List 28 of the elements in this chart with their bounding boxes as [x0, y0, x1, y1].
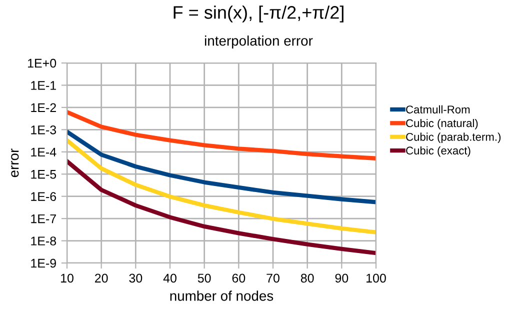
- legend-label: Cubic (natural): [406, 118, 478, 130]
- legend-label: Cubic (exact): [406, 146, 470, 157]
- y-tick-label: 1E+0: [28, 58, 56, 68]
- y-tick-label: 1E-9: [31, 258, 56, 268]
- x-tick-label: 50: [198, 274, 211, 283]
- x-tick-label: 100: [366, 274, 386, 283]
- x-tick-label: 30: [129, 274, 142, 283]
- x-tick-label: 60: [232, 274, 246, 283]
- y-tick-label: 1E-2: [31, 103, 56, 112]
- x-tick-label: 10: [61, 274, 74, 283]
- y-tick-label: 1E-6: [31, 192, 56, 201]
- y-tick-label: 1E-4: [31, 148, 56, 156]
- x-tick-label: 70: [266, 274, 280, 283]
- y-tick-label: 1E-8: [31, 236, 56, 246]
- x-tick-label: 20: [95, 274, 108, 283]
- x-tick-label: 80: [300, 274, 314, 283]
- y-tick-label: 1E-1: [31, 81, 56, 90]
- x-tick-label: 40: [163, 274, 176, 283]
- y-tick-label: 1E-5: [31, 170, 56, 179]
- y-axis-title: error: [11, 148, 19, 178]
- chart-title: F = sin(x), [-π/2,+π/2]: [174, 6, 344, 22]
- y-tick-label: 1E-3: [31, 125, 56, 134]
- x-tick-label: 90: [335, 274, 348, 283]
- legend-label: Cubic (parab.term.): [406, 132, 501, 144]
- chart-subtitle: interpolation error: [205, 36, 313, 48]
- legend-label: Catmull-Rom: [406, 105, 470, 114]
- y-tick-label: 1E-7: [31, 214, 56, 224]
- x-axis-title: number of nodes: [170, 290, 274, 301]
